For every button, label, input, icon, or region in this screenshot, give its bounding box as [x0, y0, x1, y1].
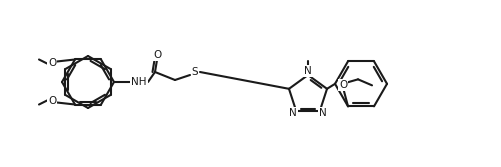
Text: N: N: [319, 108, 327, 118]
Text: O: O: [339, 80, 347, 90]
Text: O: O: [48, 96, 56, 106]
Text: N: N: [304, 66, 312, 76]
Text: O: O: [48, 58, 56, 68]
Text: S: S: [192, 67, 198, 77]
Text: NH: NH: [131, 77, 147, 87]
Text: O: O: [154, 50, 162, 60]
Text: N: N: [290, 108, 297, 118]
